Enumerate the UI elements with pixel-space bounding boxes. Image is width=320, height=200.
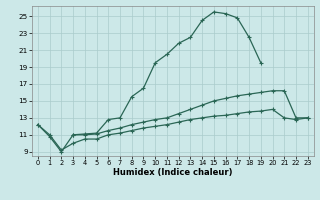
X-axis label: Humidex (Indice chaleur): Humidex (Indice chaleur) — [113, 168, 233, 177]
